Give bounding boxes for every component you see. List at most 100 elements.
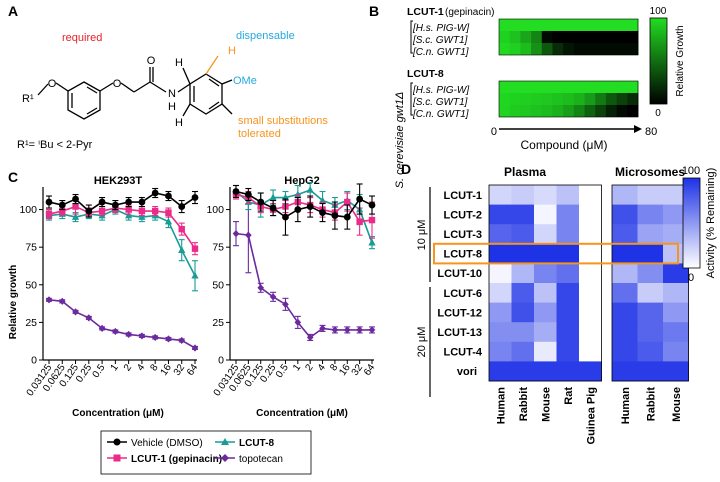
b2-cell (541, 81, 553, 93)
d-group-plasma: Plasma (504, 165, 546, 179)
d-plasma-cell (579, 322, 602, 343)
d-plasma-cell (579, 302, 602, 323)
d-colorbar-max: 100 (682, 165, 700, 177)
c1-point-vehicle (151, 189, 159, 197)
b2-cell (616, 93, 628, 105)
c1-point-vehicle (45, 198, 53, 206)
panel-c-letter: C (8, 169, 18, 185)
heatmap-b1-subtitle: (gepinacin) (445, 7, 494, 18)
d-microsome-cell (612, 283, 638, 303)
b-colorbar-title: Relative Growth (675, 25, 686, 96)
d-plasma-col-label: Guinea Pig (585, 387, 597, 444)
c1-ytick-label: 0 (31, 355, 37, 367)
c1-point-topotecan (85, 314, 93, 322)
d-plasma-cell (489, 263, 512, 284)
c1-point-topotecan (191, 344, 199, 352)
d-plasma-cell (511, 263, 535, 284)
b1-cell (595, 43, 607, 55)
c2-point-topotecan (368, 326, 376, 334)
c2-xtick-label: 2 (303, 362, 315, 373)
b1-cell (499, 19, 511, 31)
d-plasma-cell (534, 341, 557, 362)
c2-point-lcut1 (368, 216, 376, 224)
c-legend: Vehicle (DMSO) LCUT-8 LCUT-1 (gepinacin)… (100, 430, 312, 475)
b2-bracket (410, 82, 413, 116)
b1-cell (509, 31, 521, 43)
d-plasma-cell (511, 224, 535, 245)
label-required: required (62, 32, 102, 44)
c2-point-vehicle (306, 203, 314, 210)
d-microsome-cell (637, 204, 664, 225)
d-plasma-cell (556, 302, 580, 323)
d-row-label: LCUT-12 (437, 307, 482, 319)
b1-cell (616, 31, 628, 43)
c1-point-lcut8 (191, 271, 199, 279)
atom-nh-h: H (168, 101, 176, 113)
d-plasma-cell (534, 185, 557, 205)
legend-label-vehicle: Vehicle (DMSO) (131, 438, 203, 449)
b2-cell (584, 81, 596, 93)
c1-point-vehicle (178, 203, 186, 210)
c1-point-lcut8 (125, 211, 133, 219)
c1-point-lcut8 (178, 246, 186, 253)
d-plasma-cell (556, 243, 580, 264)
d-plasma-cell (534, 283, 557, 303)
d-row-label: vori (457, 366, 477, 378)
b1-cell (584, 31, 596, 43)
c2-point-topotecan (331, 326, 339, 334)
b2-cell (563, 105, 575, 117)
d-microsome-cell (637, 243, 664, 264)
c1-ytick-label: 100 (19, 204, 37, 216)
c1-point-lcut1 (138, 207, 146, 215)
d-plasma-cell (489, 283, 512, 303)
b2-cell (520, 105, 532, 117)
d-plasma-cell (534, 243, 557, 264)
label-dispensable: dispensable (236, 30, 295, 42)
d-row-label: LCUT-13 (437, 327, 482, 339)
b2-cell (499, 105, 511, 117)
b2-cell (509, 93, 521, 105)
aniline-ring (189, 73, 223, 115)
b1-cell (499, 43, 511, 55)
c1-point-topotecan (58, 297, 66, 305)
c1-point-vehicle (125, 198, 133, 206)
heatmap-b2-title: LCUT-8 (407, 68, 444, 80)
c1-point-topotecan (112, 327, 119, 336)
c2-xtick-label: 4 (316, 362, 328, 373)
d-row-label: LCUT-1 (444, 190, 483, 202)
d-plasma-cell (556, 341, 580, 362)
c1-xtick-label: 0.5 (91, 362, 108, 380)
c1-point-vehicle (98, 198, 106, 206)
b1-cell (595, 31, 607, 43)
c2-point-topotecan (245, 231, 252, 239)
b2-cell (552, 93, 564, 105)
d-microsome-cell (612, 224, 638, 245)
d-microsome-cell (663, 185, 689, 205)
b2-cell (616, 105, 628, 117)
c2-point-topotecan (319, 324, 326, 333)
d-microsome-cell (663, 341, 689, 362)
d-plasma-col-label: Rat (563, 387, 575, 405)
b2-cell (605, 105, 618, 117)
c2-point-vehicle (269, 204, 277, 212)
d-microsome-cell (637, 361, 664, 382)
b1-cell (627, 31, 639, 43)
atom-o-ether-right: O (113, 78, 122, 90)
d-microsome-cell (612, 263, 638, 284)
c1-series-line-topotecan (48, 299, 196, 349)
b1-cell (563, 19, 575, 31)
d-row-label: LCUT-2 (444, 209, 483, 221)
d-microsome-cell (637, 283, 664, 303)
c2-ytick-label: 25 (212, 317, 224, 329)
c2-point-topotecan (282, 300, 289, 308)
d-microsome-cell (612, 204, 638, 225)
d-plasma-col-label: Human (495, 387, 507, 425)
c1-xtick-label: 2 (122, 362, 134, 373)
b1-cell (520, 19, 532, 31)
b-colorbar-min: 0 (655, 108, 661, 119)
c1-ytick-label: 25 (25, 317, 37, 329)
c1-title: HEK293T (94, 175, 143, 187)
c-legend-box (100, 430, 312, 475)
b2-cell (499, 81, 511, 93)
d-microsome-col-label: Rabbit (645, 387, 657, 422)
